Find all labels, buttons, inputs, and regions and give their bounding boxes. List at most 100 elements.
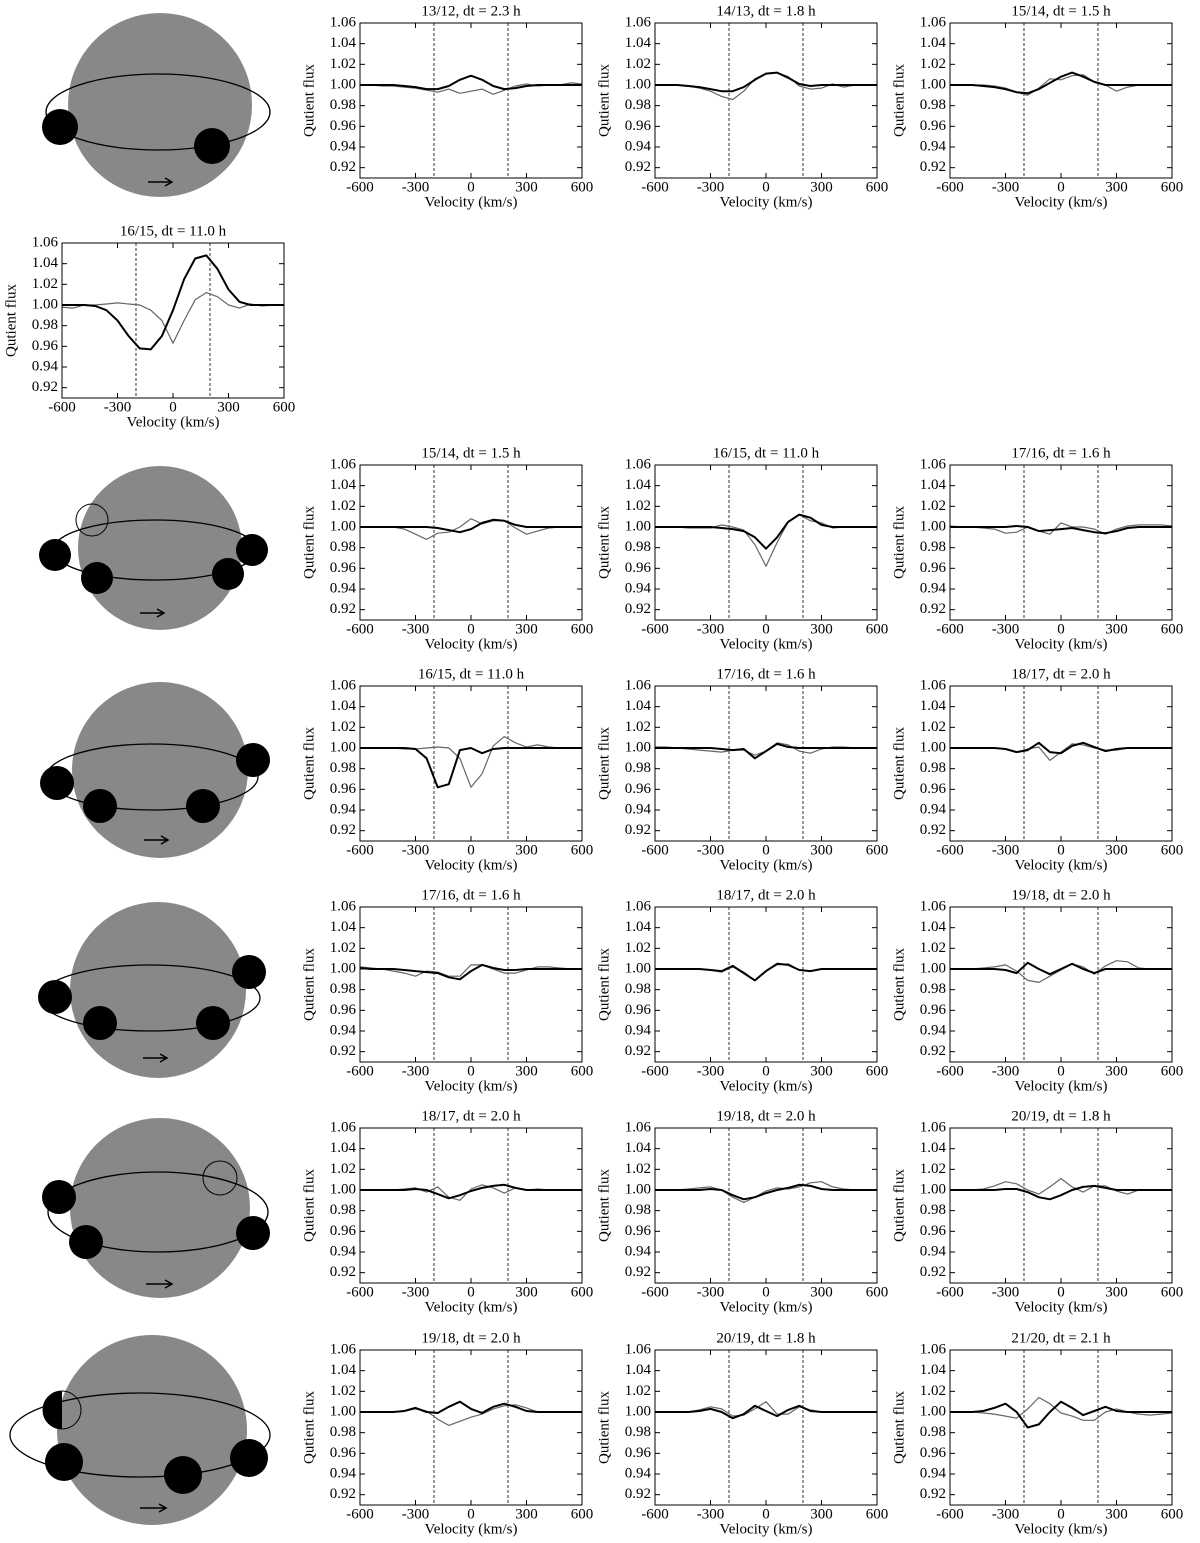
- x-tick-label: 0: [467, 179, 475, 195]
- chart-title: 18/17, dt = 2.0 h: [716, 887, 816, 903]
- series-line: [360, 1184, 582, 1201]
- star-diagram: [38, 902, 266, 1078]
- y-tick-label: 1.00: [920, 76, 946, 92]
- y-tick-label: 1.04: [32, 255, 59, 271]
- chart-title: 16/15, dt = 11.0 h: [713, 445, 820, 461]
- y-tick-label: 1.00: [625, 76, 651, 92]
- y-tick-label: 0.94: [920, 1243, 947, 1259]
- plot-frame: [654, 1349, 878, 1506]
- x-axis-label: Velocity (km/s): [1015, 1521, 1108, 1537]
- y-tick-label: 0.96: [625, 1445, 652, 1461]
- y-tick-label: 1.06: [330, 898, 357, 914]
- line-chart: 20/19, dt = 1.8 h Velocity (km/s) Qutient …: [891, 1108, 1183, 1315]
- y-tick-label: 1.04: [625, 698, 652, 714]
- x-tick-label: 300: [810, 621, 833, 637]
- series-line: [655, 514, 877, 567]
- y-tick-label: 0.96: [920, 1445, 947, 1461]
- y-tick-label: 1.02: [920, 498, 946, 514]
- y-tick-label: 1.06: [920, 1119, 947, 1135]
- series-line: [655, 1404, 877, 1420]
- x-tick-label: 300: [1105, 842, 1128, 858]
- y-tick-label: 1.04: [625, 1140, 652, 1156]
- y-tick-label: 1.04: [330, 477, 357, 493]
- y-axis-label: Qutient flux: [3, 284, 19, 357]
- x-tick-label: 600: [1161, 179, 1184, 195]
- x-tick-label: 600: [1161, 1063, 1184, 1079]
- chart-title: 14/13, dt = 1.8 h: [716, 3, 816, 19]
- series-line: [950, 741, 1172, 755]
- y-tick-label: 0.96: [625, 560, 652, 576]
- y-tick-label: 0.94: [625, 1022, 652, 1038]
- y-axis-label: Qutient flux: [891, 1169, 907, 1242]
- x-tick-label: 0: [762, 179, 770, 195]
- series-line: [360, 1400, 582, 1414]
- y-tick-label: 1.00: [330, 518, 356, 534]
- x-tick-label: -300: [992, 1284, 1020, 1300]
- plot-frame: [654, 22, 878, 179]
- y-tick-label: 0.98: [330, 1202, 356, 1218]
- y-tick-label: 0.92: [920, 1043, 946, 1059]
- x-tick-label: 0: [1057, 1506, 1065, 1522]
- series-line: [950, 525, 1172, 535]
- chart-title: 21/20, dt = 2.1 h: [1011, 1330, 1111, 1346]
- x-tick-label: 600: [866, 1063, 889, 1079]
- x-tick-label: -300: [992, 621, 1020, 637]
- y-tick-label: 1.00: [920, 739, 946, 755]
- x-tick-label: -600: [936, 1063, 964, 1079]
- x-tick-label: -300: [402, 1284, 430, 1300]
- y-tick-label: 1.00: [920, 518, 946, 534]
- line-chart: 16/15, dt = 11.0 h Velocity (km/s) Qutient…: [301, 666, 593, 873]
- star-diagram: [39, 466, 268, 630]
- plot-frame: [359, 685, 583, 842]
- y-tick-label: 0.92: [330, 1486, 356, 1502]
- chart-title: 17/16, dt = 1.6 h: [716, 666, 816, 682]
- x-tick-label: -300: [104, 399, 132, 415]
- x-tick-label: 0: [1057, 1284, 1065, 1300]
- y-tick-label: 0.96: [920, 1223, 947, 1239]
- x-tick-label: 0: [762, 842, 770, 858]
- x-tick-label: -300: [402, 1506, 430, 1522]
- x-tick-label: 300: [515, 842, 538, 858]
- y-tick-label: 0.94: [330, 1022, 357, 1038]
- y-tick-label: 0.92: [625, 1264, 651, 1280]
- y-tick-label: 1.06: [330, 1119, 357, 1135]
- x-tick-label: -600: [641, 1063, 669, 1079]
- x-tick-label: -300: [697, 842, 725, 858]
- y-tick-label: 0.94: [330, 138, 357, 154]
- series-line: [360, 1183, 582, 1200]
- plot-frame: [359, 906, 583, 1063]
- plot-frame: [359, 22, 583, 179]
- plot-frame: [949, 906, 1173, 1063]
- y-tick-label: 1.04: [920, 919, 947, 935]
- x-tick-label: -300: [697, 1506, 725, 1522]
- y-tick-label: 1.00: [625, 739, 651, 755]
- y-tick-label: 0.98: [625, 1202, 651, 1218]
- y-tick-label: 1.02: [330, 56, 356, 72]
- series-line: [360, 518, 582, 534]
- x-tick-label: -300: [402, 1063, 430, 1079]
- x-tick-label: 600: [571, 1506, 594, 1522]
- y-tick-label: 0.98: [920, 1202, 946, 1218]
- y-tick-label: 0.92: [920, 1264, 946, 1280]
- chart-title: 18/17, dt = 2.0 h: [421, 1108, 521, 1124]
- y-tick-label: 0.98: [330, 1424, 356, 1440]
- x-tick-label: 600: [571, 842, 594, 858]
- y-tick-label: 1.04: [920, 477, 947, 493]
- x-tick-label: 0: [762, 621, 770, 637]
- y-tick-label: 1.00: [625, 960, 651, 976]
- y-tick-label: 1.06: [330, 1341, 357, 1357]
- y-tick-label: 1.04: [920, 1140, 947, 1156]
- y-tick-label: 0.94: [625, 138, 652, 154]
- plot-frame: [949, 464, 1173, 621]
- y-tick-label: 1.02: [625, 1161, 651, 1177]
- y-tick-label: 1.02: [920, 56, 946, 72]
- x-tick-label: 0: [1057, 621, 1065, 637]
- y-tick-label: 1.06: [330, 14, 357, 30]
- y-tick-label: 1.02: [625, 940, 651, 956]
- y-tick-label: 1.06: [625, 1119, 652, 1135]
- x-tick-label: -300: [697, 1284, 725, 1300]
- y-tick-label: 0.96: [330, 781, 357, 797]
- line-chart: 14/13, dt = 1.8 h Velocity (km/s) Qutient …: [596, 3, 888, 210]
- chart-title: 19/18, dt = 2.0 h: [716, 1108, 816, 1124]
- y-tick-label: 1.04: [625, 919, 652, 935]
